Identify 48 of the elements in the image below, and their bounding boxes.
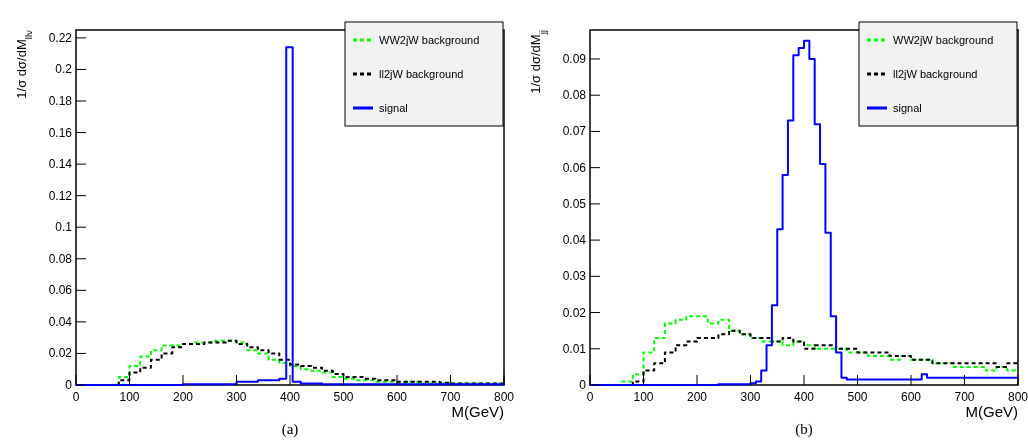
y-tick-label: 0.04 (562, 233, 587, 248)
x-tick-label: 700 (954, 390, 975, 404)
y-tick-label: 0.03 (562, 269, 587, 284)
y-tick-label: 0.06 (562, 160, 587, 175)
legend-label: WW2jW background (893, 34, 994, 46)
y-tick-label: 0.18 (48, 94, 73, 108)
y-tick-label: 0.2 (55, 62, 73, 77)
y-tick-label: 0.22 (48, 30, 73, 45)
text: (a) (281, 421, 299, 438)
y-tick-label: 0.04 (48, 314, 73, 329)
x-tick-label: 300 (740, 390, 761, 404)
y-tick-label: 0 (579, 378, 587, 392)
y-tick-label: 0.05 (562, 196, 587, 211)
x-axis-title: M(GeV) (965, 403, 1018, 420)
y-tick-label: 0.02 (562, 305, 587, 320)
text: (b) (795, 421, 813, 438)
y-tick-label: 0.02 (48, 346, 73, 361)
x-tick-label: 600 (386, 390, 408, 404)
x-tick-label: 800 (1007, 390, 1028, 404)
y-tick-label: 0.06 (48, 283, 73, 298)
x-axis-title: M(GeV) (451, 403, 504, 420)
y-tick-label: 0 (65, 378, 73, 392)
legend-label: signal (893, 102, 922, 114)
legend-label: signal (379, 102, 408, 114)
x-tick-label: 400 (793, 390, 815, 404)
y-tick-label: 0.16 (48, 125, 73, 140)
legend-label: WW2jW background (379, 34, 480, 46)
x-tick-label: 500 (847, 390, 868, 404)
y-tick-label: 0.12 (48, 188, 73, 203)
x-tick-label: 500 (333, 390, 354, 404)
x-tick-label: 200 (172, 390, 194, 404)
x-tick-label: 400 (279, 390, 301, 404)
x-tick-label: 800 (493, 390, 515, 404)
y-tick-label: 0.14 (48, 157, 73, 172)
y-tick-label: 0.08 (48, 251, 73, 266)
legend-label: ll2jW background (893, 68, 978, 80)
y-tick-label: 0.08 (562, 88, 587, 103)
x-tick-label: 600 (900, 390, 922, 404)
y-tick-label: 0.01 (562, 341, 587, 356)
x-tick-label: 100 (119, 390, 140, 404)
legend-label: ll2jW background (379, 68, 464, 80)
x-tick-label: 200 (686, 390, 708, 404)
y-tick-label: 0.09 (562, 51, 587, 66)
y-tick-label: 0.1 (55, 220, 73, 235)
x-tick-label: 300 (226, 390, 247, 404)
x-tick-label: 100 (633, 390, 654, 404)
x-tick-label: 700 (440, 390, 461, 404)
y-tick-label: 0.07 (562, 124, 587, 139)
